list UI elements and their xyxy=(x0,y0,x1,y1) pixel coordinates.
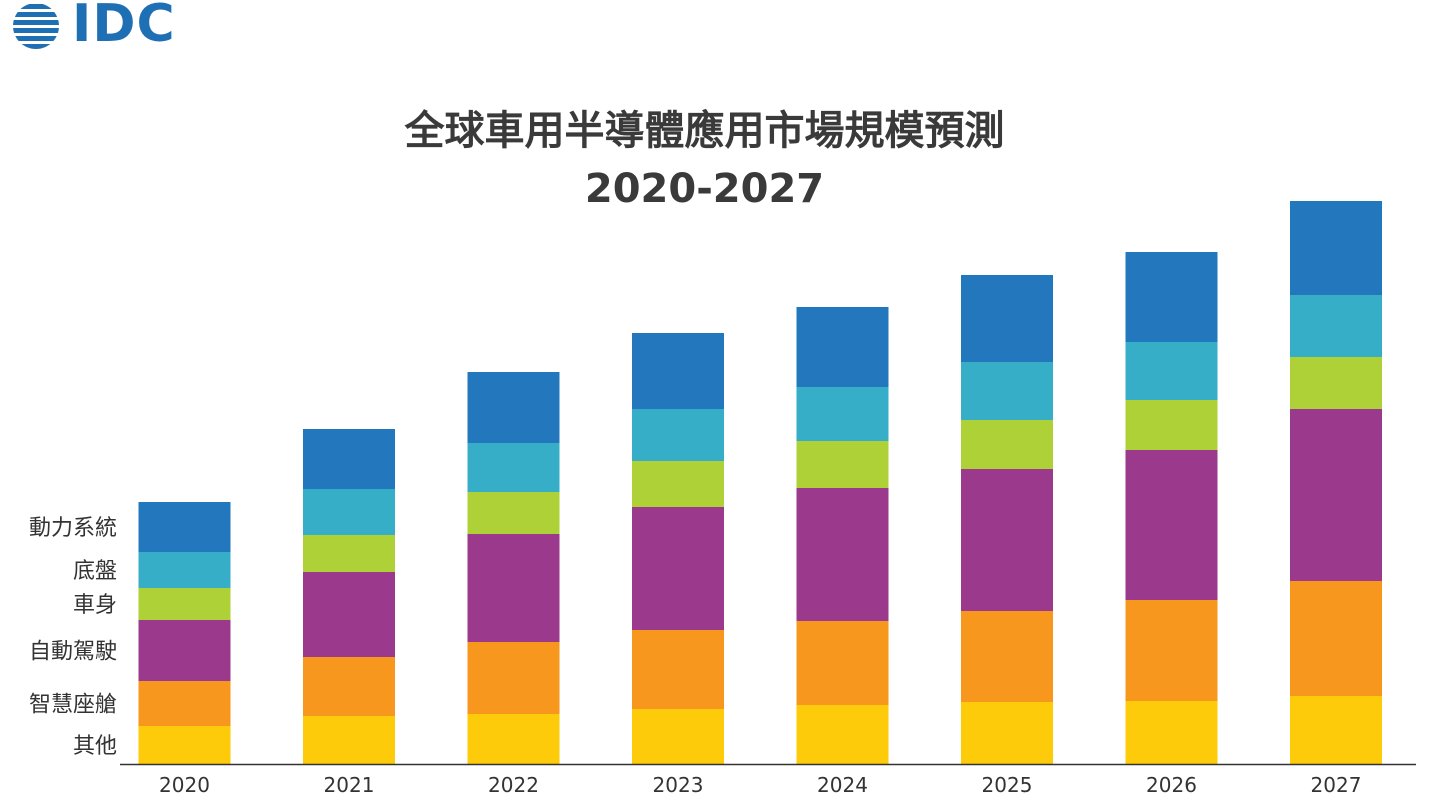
legend-label-4: 底盤 xyxy=(73,559,117,584)
legend: 其他 智慧座艙 自動駕駛 車身 底盤 動力系統 xyxy=(29,516,117,759)
bar-2021-series-3 xyxy=(303,535,395,572)
legend-label-2: 自動駕駛 xyxy=(29,640,117,665)
x-tick-2022: 2022 xyxy=(488,773,539,797)
bar-2027-series-2 xyxy=(1290,409,1382,581)
bar-2020-series-5 xyxy=(138,502,231,552)
bar-2022-series-0 xyxy=(467,714,560,764)
bar-2025-series-3 xyxy=(961,420,1053,469)
bar-2023-series-1 xyxy=(632,630,724,709)
legend-label-1: 智慧座艙 xyxy=(29,693,117,718)
bar-2027-series-0 xyxy=(1290,696,1382,764)
bar-2027-series-4 xyxy=(1290,295,1382,357)
bar-2021-series-2 xyxy=(303,572,395,657)
chart-title: 全球車用半導體應用市場規模預測 xyxy=(404,108,1005,154)
bar-2023-series-2 xyxy=(632,507,724,630)
bar-2025-series-5 xyxy=(961,275,1053,362)
chart-subtitle: 2020-2027 xyxy=(584,166,825,212)
bar-2024-series-1 xyxy=(796,621,889,705)
bars-group xyxy=(138,201,1382,764)
bar-2025-series-4 xyxy=(961,362,1053,420)
bar-2026-series-0 xyxy=(1125,701,1218,764)
brand-name: IDC xyxy=(72,0,176,54)
bar-2021-series-5 xyxy=(303,429,395,489)
chart-title-block: 全球車用半導體應用市場規模預測 2020-2027 xyxy=(0,102,1409,218)
bar-2020-series-1 xyxy=(138,681,231,726)
bar-2022-series-2 xyxy=(467,534,560,642)
x-tick-2027: 2027 xyxy=(1311,773,1362,797)
bar-2021-series-4 xyxy=(303,489,395,535)
bar-2027-series-1 xyxy=(1290,581,1382,696)
bar-2025-series-1 xyxy=(961,611,1053,702)
bar-2020-series-2 xyxy=(138,620,231,681)
bar-2024-series-4 xyxy=(796,387,889,441)
bar-2024-series-3 xyxy=(796,441,889,488)
x-tick-labels: 2020 2021 2022 2023 2024 2025 2026 2027 xyxy=(159,773,1361,797)
bar-2025-series-0 xyxy=(961,702,1053,764)
x-tick-2026: 2026 xyxy=(1146,773,1197,797)
x-tick-2023: 2023 xyxy=(653,773,704,797)
bar-2024-series-2 xyxy=(796,488,889,621)
bar-2020-series-0 xyxy=(138,726,231,764)
bar-2022-series-5 xyxy=(467,372,560,443)
bar-2023-series-4 xyxy=(632,409,724,461)
x-tick-2020: 2020 xyxy=(159,773,210,797)
x-tick-2025: 2025 xyxy=(982,773,1033,797)
bar-2020-series-3 xyxy=(138,588,231,620)
bar-2023-series-0 xyxy=(632,709,724,764)
bar-2022-series-3 xyxy=(467,492,560,534)
bar-2023-series-3 xyxy=(632,461,724,507)
idc-logo: IDC xyxy=(8,0,178,54)
legend-label-0: 其他 xyxy=(73,734,117,759)
bar-2026-series-2 xyxy=(1125,450,1218,600)
legend-label-5: 動力系統 xyxy=(29,516,117,541)
x-tick-2021: 2021 xyxy=(324,773,375,797)
bar-2026-series-1 xyxy=(1125,600,1218,701)
legend-label-3: 車身 xyxy=(73,593,117,618)
bar-2022-series-1 xyxy=(467,642,560,714)
x-tick-2024: 2024 xyxy=(817,773,868,797)
bar-2027-series-5 xyxy=(1290,201,1382,295)
bar-2024-series-5 xyxy=(796,307,889,387)
bar-2021-series-1 xyxy=(303,657,395,716)
bar-2024-series-0 xyxy=(796,705,889,764)
globe-icon xyxy=(13,4,59,49)
bar-2022-series-4 xyxy=(467,443,560,492)
bar-2026-series-3 xyxy=(1125,400,1218,450)
bar-2021-series-0 xyxy=(303,716,395,764)
bar-2020-series-4 xyxy=(138,552,231,588)
bar-2027-series-3 xyxy=(1290,357,1382,409)
bar-2026-series-4 xyxy=(1125,342,1218,400)
bar-2025-series-2 xyxy=(961,469,1053,611)
bar-2023-series-5 xyxy=(632,333,724,409)
bar-2026-series-5 xyxy=(1125,252,1218,342)
